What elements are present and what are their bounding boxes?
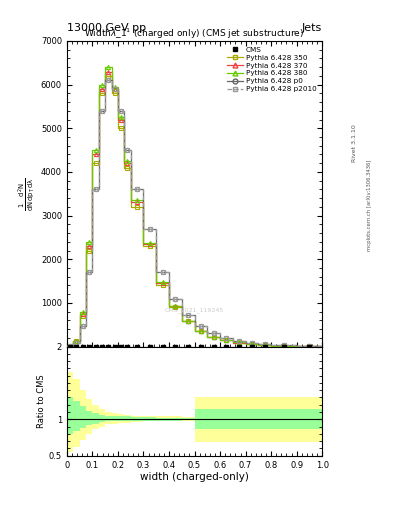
Title: Width$\lambda\_1^1$ (charged only) (CMS jet substructure): Width$\lambda\_1^1$ (charged only) (CMS … xyxy=(84,27,305,41)
Text: Jets: Jets xyxy=(302,23,322,33)
Y-axis label: $\mathregular{\frac{1}{\mathrm{d}N}\frac{\mathrm{d}^2 N}{\mathrm{d}p_T\,\mathrm{: $\mathregular{\frac{1}{\mathrm{d}N}\frac… xyxy=(16,177,37,211)
Y-axis label: Ratio to CMS: Ratio to CMS xyxy=(37,374,46,428)
Text: mcplots.cern.ch [arXiv:1306.3436]: mcplots.cern.ch [arXiv:1306.3436] xyxy=(367,159,373,250)
Text: CMS_2021_119245: CMS_2021_119245 xyxy=(165,307,224,313)
Text: 13000 GeV pp: 13000 GeV pp xyxy=(67,23,146,33)
X-axis label: width (charged-only): width (charged-only) xyxy=(140,472,249,482)
Text: Rivet 3.1.10: Rivet 3.1.10 xyxy=(352,124,357,162)
Legend: CMS, Pythia 6.428 350, Pythia 6.428 370, Pythia 6.428 380, Pythia 6.428 p0, Pyth: CMS, Pythia 6.428 350, Pythia 6.428 370,… xyxy=(225,45,319,94)
